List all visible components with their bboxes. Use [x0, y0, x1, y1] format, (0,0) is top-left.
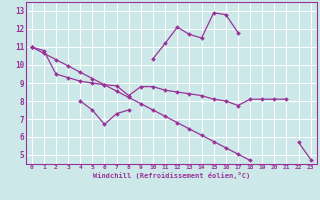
X-axis label: Windchill (Refroidissement éolien,°C): Windchill (Refroidissement éolien,°C) [92, 172, 250, 179]
